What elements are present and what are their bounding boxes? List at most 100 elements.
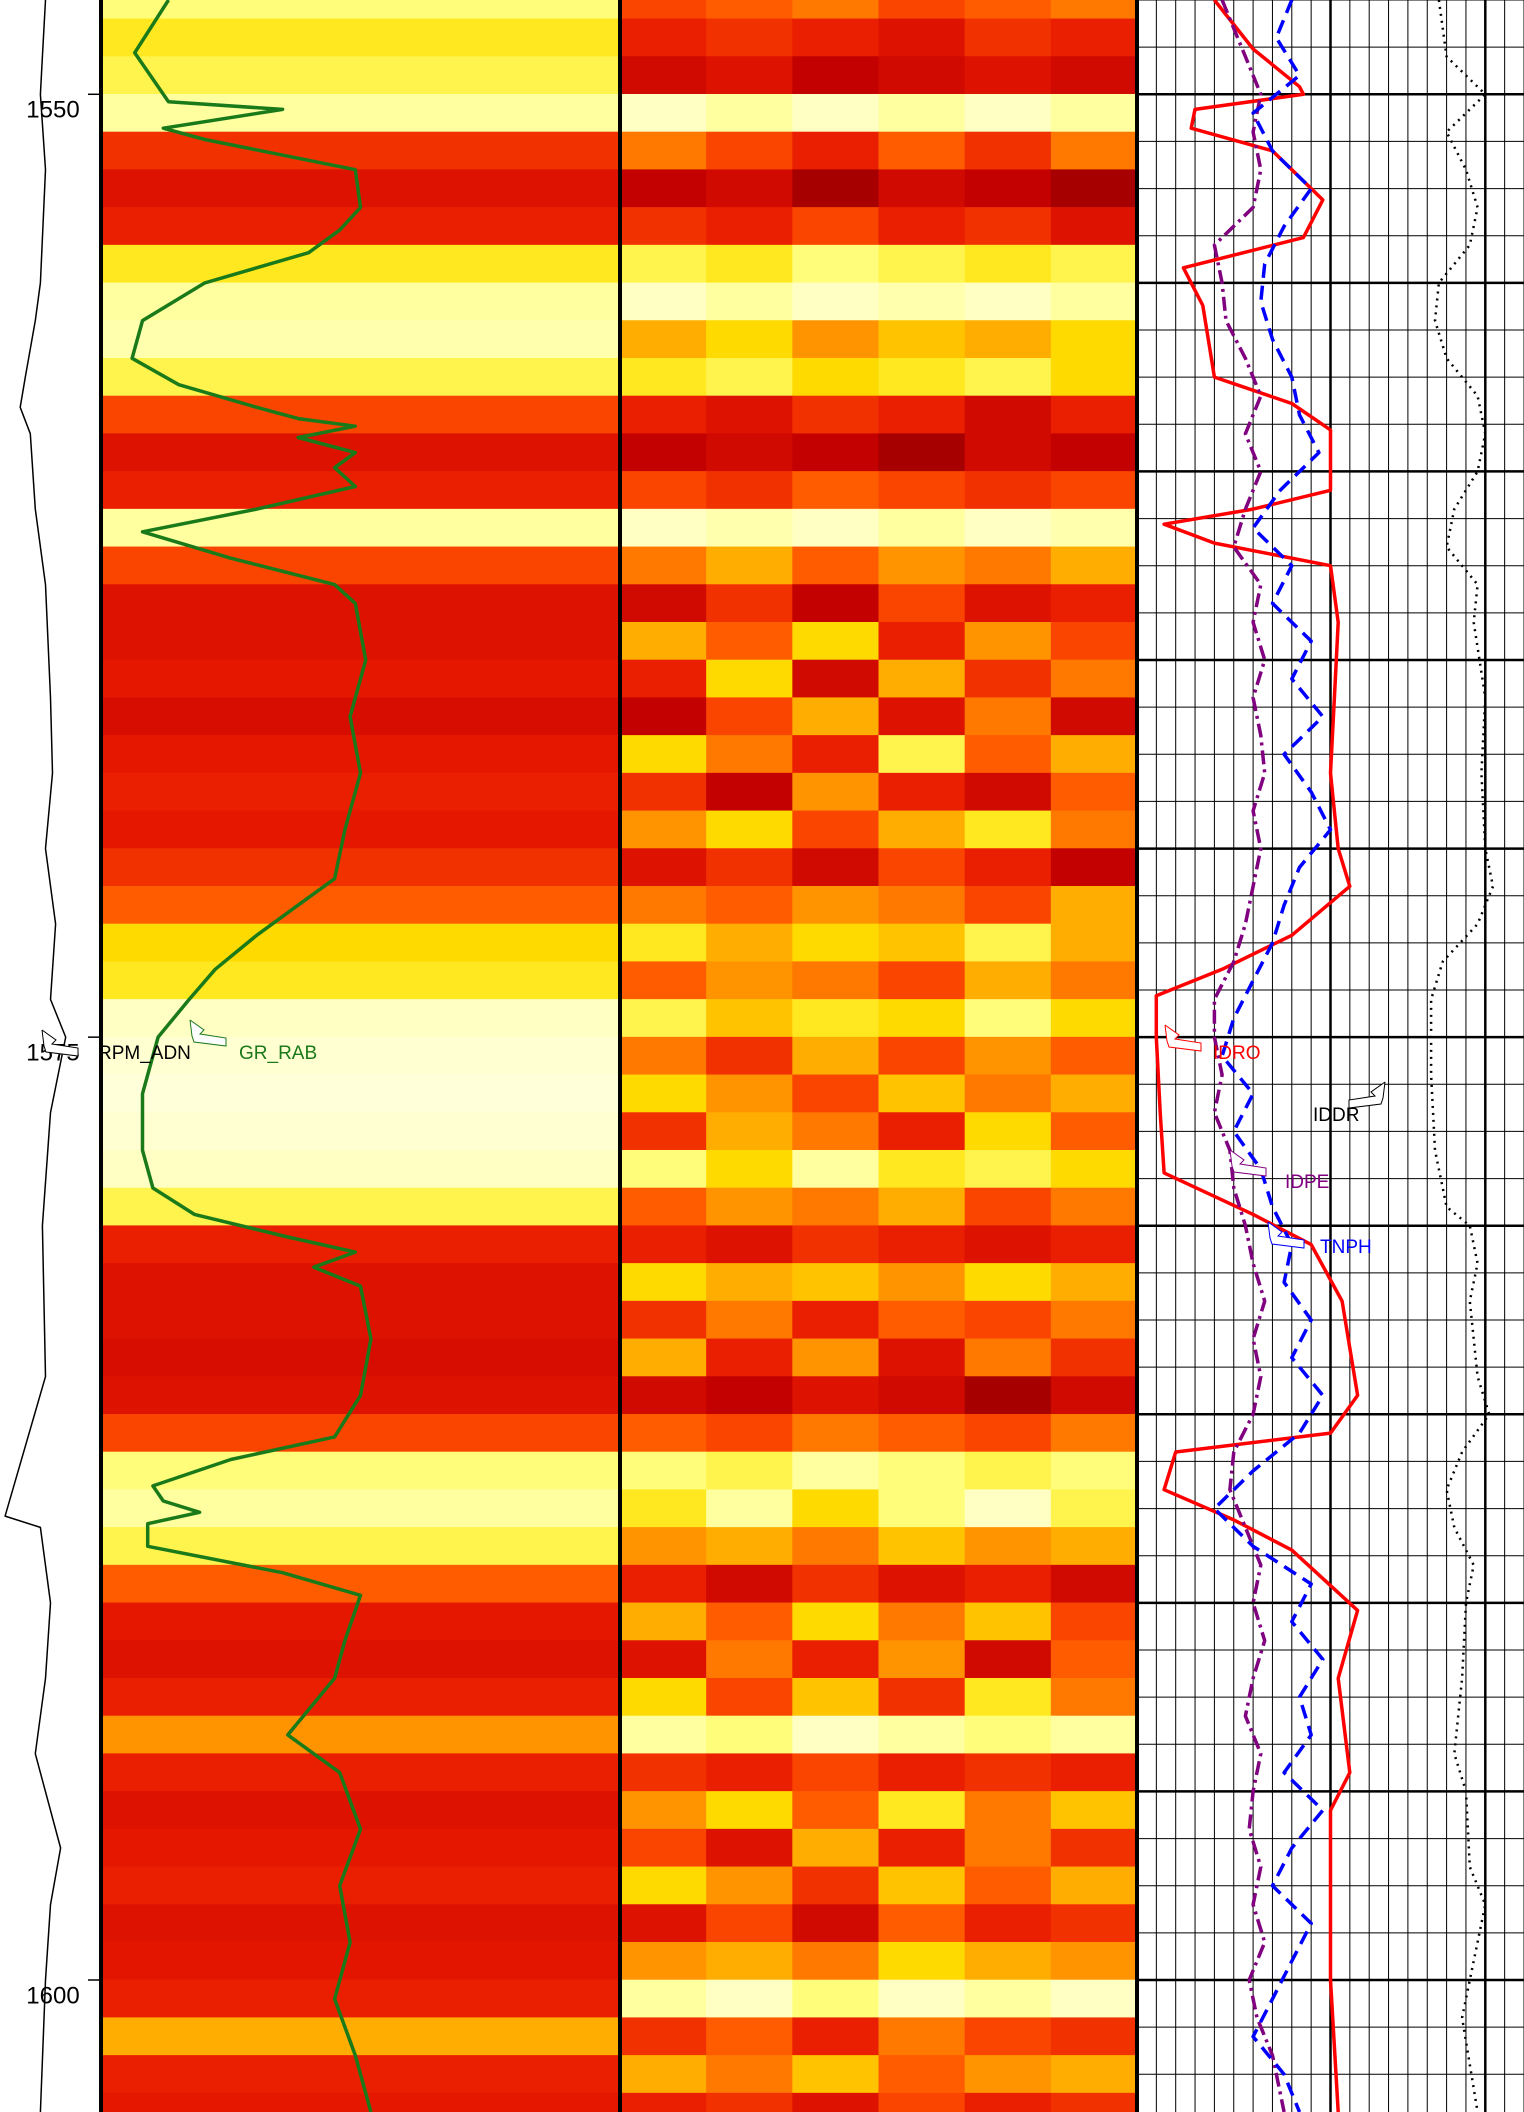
image-cell — [706, 961, 793, 1000]
image-cell — [101, 1187, 620, 1227]
image-cell — [878, 1225, 966, 1264]
image-cell — [792, 1112, 880, 1151]
curve-label: TNPH — [1320, 1237, 1372, 1258]
image-cell — [792, 1376, 880, 1415]
image-cell — [101, 1640, 620, 1679]
image-cell — [620, 56, 707, 95]
image-cell — [878, 546, 966, 585]
image-cell — [101, 131, 620, 171]
image-cell — [792, 282, 880, 321]
image-cell — [620, 93, 707, 133]
curve-label-group: IDRO — [1164, 1024, 1261, 1064]
image-cell — [964, 169, 1052, 208]
log-curve — [1429, 0, 1495, 2112]
image-cell — [1050, 810, 1138, 849]
image-cell — [1050, 1677, 1138, 1717]
image-cell — [878, 1640, 966, 1679]
image-cell — [792, 1791, 880, 1830]
image-cell — [706, 1300, 793, 1340]
image-cell — [878, 1074, 966, 1113]
image-cell — [620, 999, 707, 1038]
image-cell — [620, 471, 707, 510]
log-curve — [130, 0, 373, 2112]
image-cell — [706, 2017, 793, 2056]
image-cell — [620, 1074, 707, 1113]
image-cell — [1050, 1941, 1138, 1981]
image-cell — [101, 1866, 620, 1905]
image-cell — [792, 1979, 880, 2019]
image-cell — [1050, 244, 1138, 284]
curve-label: IDRO — [1213, 1043, 1261, 1064]
image-cell — [964, 810, 1052, 849]
image-cell — [101, 1979, 620, 2019]
image-cell — [706, 659, 793, 699]
image-cell — [1050, 659, 1138, 699]
image-cell — [878, 471, 966, 510]
image-cell — [620, 885, 707, 925]
image-cell — [706, 1564, 793, 1604]
image-cell — [620, 1979, 707, 2019]
image-cell — [101, 244, 620, 284]
image-cell — [706, 810, 793, 849]
image-cell — [964, 1753, 1052, 1792]
image-cell — [706, 1074, 793, 1113]
image-cell — [706, 885, 793, 925]
image-cell — [706, 1677, 793, 1717]
image-cell — [706, 923, 793, 963]
image-cell — [964, 621, 1052, 661]
image-cell — [792, 0, 880, 20]
image-cell — [1050, 1640, 1138, 1679]
image-cell — [878, 1376, 966, 1415]
image-cell — [792, 2092, 880, 2112]
log-curve — [4, 0, 67, 2112]
image-cell — [706, 207, 793, 246]
image-cell — [878, 810, 966, 849]
image-cell — [878, 1828, 966, 1868]
image-cell — [878, 244, 966, 284]
image-cell — [620, 1489, 707, 1528]
image-cell — [792, 433, 880, 472]
image-cell — [878, 659, 966, 699]
image-cell — [792, 735, 880, 774]
image-cell — [964, 433, 1052, 472]
image-cell — [620, 848, 707, 887]
image-cell — [878, 1866, 966, 1905]
image-cell — [878, 999, 966, 1038]
image-cell — [101, 2092, 620, 2112]
image-cell — [706, 1489, 793, 1528]
image-cell — [964, 848, 1052, 887]
image-cell — [706, 2055, 793, 2094]
image-cell — [878, 508, 966, 548]
image-cell — [878, 395, 966, 435]
image-cell — [1050, 584, 1138, 623]
image-cell — [620, 1677, 707, 1717]
image-cell — [706, 508, 793, 548]
image-cell — [706, 1828, 793, 1868]
image-cell — [792, 207, 880, 246]
image-cell — [792, 1677, 880, 1717]
image-cell — [1050, 18, 1138, 57]
image-cell — [1050, 508, 1138, 548]
image-cell — [101, 1489, 620, 1528]
image-cell — [101, 2017, 620, 2056]
image-cell — [792, 1225, 880, 1264]
image-cell — [1050, 1489, 1138, 1528]
image-cell — [706, 395, 793, 435]
image-cell — [792, 1187, 880, 1227]
image-cell — [792, 848, 880, 887]
image-cell — [878, 1187, 966, 1227]
image-cell — [792, 1904, 880, 1943]
image-cell — [101, 18, 620, 57]
image-cell — [878, 1338, 966, 1377]
image-cell — [101, 1828, 620, 1868]
image-cell — [1050, 2055, 1138, 2094]
image-cell — [878, 18, 966, 57]
image-cell — [1050, 1376, 1138, 1415]
image-cell — [101, 1074, 620, 1113]
image-cell — [964, 508, 1052, 548]
image-cell — [620, 357, 707, 397]
image-cell — [878, 1300, 966, 1340]
image-cell — [706, 357, 793, 397]
image-cell — [964, 2055, 1052, 2094]
